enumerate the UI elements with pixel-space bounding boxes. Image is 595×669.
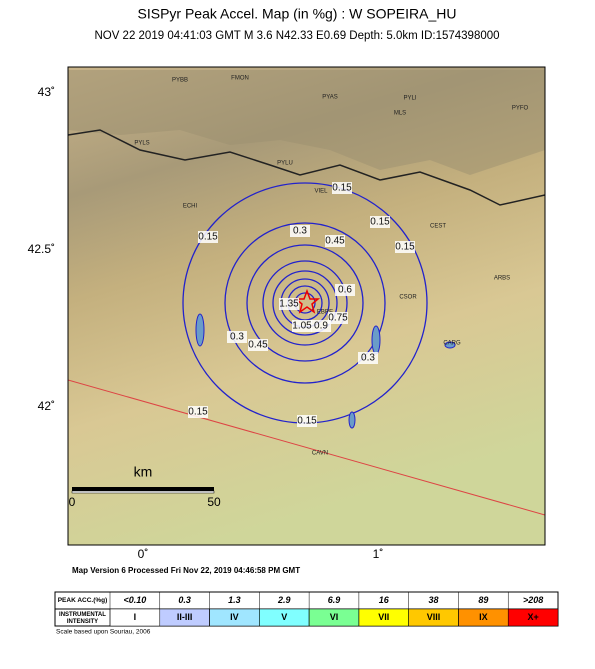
- scale-unit: km: [134, 464, 153, 480]
- contour-label: 0.3: [293, 226, 307, 237]
- contour-label: 0.15: [297, 416, 317, 427]
- contour-label: 0.75: [328, 313, 348, 324]
- station-label: ECHI: [183, 204, 198, 210]
- contour-label: 1.35: [279, 299, 299, 310]
- contour-label: 0.45: [248, 340, 268, 351]
- contour-label-bg: [325, 235, 345, 247]
- pga-value: 0.3: [178, 595, 191, 605]
- pga-value: 38: [429, 595, 439, 605]
- border: [68, 129, 545, 206]
- lon-label: 1˚: [373, 547, 384, 561]
- scale-start: 0: [69, 495, 76, 509]
- intensity-value: V: [281, 612, 287, 622]
- subtitle: NOV 22 2019 04:41:03 GMT M 3.6 N42.33 E0…: [94, 30, 499, 42]
- station-label: EBRE: [317, 310, 333, 316]
- contour-label: 1.05: [292, 321, 312, 332]
- credit: Scale based upon Souriau, 2006: [56, 629, 151, 636]
- contour-label-bg: [297, 415, 317, 427]
- contour-label-bg: [370, 216, 390, 228]
- legend: PEAK ACC.(%g) INSTRUMENTAL INTENSITY <0.10 I…: [54, 591, 559, 627]
- intensity-value: VII: [378, 612, 389, 622]
- station-label: PYFO: [512, 106, 529, 112]
- station-label: FMON: [231, 76, 249, 82]
- contour-label-bg: [188, 406, 208, 418]
- station-label: CSOR: [399, 295, 417, 301]
- pga-value: 2.9: [277, 595, 291, 605]
- station-label: PYLU: [277, 161, 293, 167]
- lat-label: 43˚: [38, 85, 55, 99]
- contour-labels: 0.15 0.15 0.15 0.15 0.15 0.15 0.3 0.3 0.3 0.45 0.4…: [188, 182, 415, 427]
- lon-label: 0˚: [138, 547, 149, 561]
- stations: PYBB FMON PYAS PYLI MLS PYFO PYLS PYLU VIEL ECHI C…: [134, 76, 528, 457]
- scale-bar: km 0 50: [69, 464, 221, 509]
- pga-value: 16: [379, 595, 390, 605]
- contour-label-bg: [395, 241, 415, 253]
- station-label: VIEL: [314, 189, 328, 195]
- contour-label-bg: [248, 339, 268, 351]
- contour-label-bg: [279, 298, 299, 310]
- title: SISPyr Peak Accel. Map (in %g) : W SOPEI…: [138, 6, 457, 22]
- contour-label-bg: [311, 320, 331, 332]
- lat-label: 42.5˚: [28, 242, 55, 256]
- legend-label: PEAK ACC.(%g): [58, 597, 108, 604]
- contour-label: 0.6: [338, 285, 352, 296]
- contour-label-bg: [358, 352, 378, 364]
- intensity-value: II-III: [177, 612, 193, 622]
- intensity-value: VI: [330, 612, 339, 622]
- station-label: PYAS: [322, 95, 338, 101]
- contour-label: 0.15: [332, 183, 352, 194]
- contour-label-bg: [332, 182, 352, 194]
- contour-label: 0.15: [188, 407, 208, 418]
- contour-label-bg: [328, 312, 348, 324]
- contour-label: 0.3: [361, 353, 375, 364]
- scale-end: 50: [207, 495, 221, 509]
- contour-label-bg: [292, 320, 312, 332]
- intensity-value: VIII: [427, 612, 441, 622]
- lat-label: 42˚: [38, 399, 55, 413]
- station-label: MLS: [394, 111, 406, 117]
- intensity-value: IX: [479, 612, 488, 622]
- station-label: PYLS: [134, 141, 149, 147]
- fault-line: [68, 379, 545, 516]
- contour-label: 0.45: [325, 236, 345, 247]
- contour-label: 0.15: [370, 217, 390, 228]
- contours: [182, 182, 428, 424]
- contour-label: 0.15: [395, 242, 415, 253]
- pga-value: 89: [478, 595, 488, 605]
- pga-value: 1.3: [228, 595, 241, 605]
- station-label: CAVN: [312, 451, 328, 457]
- map-area: PYBB FMON PYAS PYLI MLS PYFO PYLS PYLU VIEL ECHI C…: [68, 67, 545, 545]
- legend-label: INSTRUMENTAL INTENSITY: [59, 612, 106, 625]
- station-label: PYLI: [403, 96, 416, 102]
- station-label: CEST: [430, 224, 446, 230]
- intensity-value: I: [134, 612, 137, 622]
- version: Map Version 6 Processed Fri Nov 22, 2019…: [72, 566, 300, 575]
- contour-label-bg: [227, 331, 247, 343]
- intensity-value: X+: [527, 612, 538, 622]
- mountain-zone: [68, 70, 545, 175]
- contour-label-bg: [335, 284, 355, 296]
- contour-label-bg: [290, 225, 310, 237]
- pga-value: >208: [523, 595, 543, 605]
- contour-label: 0.3: [230, 332, 244, 343]
- intensity-value: IV: [230, 612, 239, 622]
- pga-value: <0.10: [123, 595, 146, 605]
- contour-label: 0.9: [314, 321, 328, 332]
- station-label: ARBS: [494, 276, 510, 282]
- contour-label-bg: [198, 231, 218, 243]
- contour-label: 0.15: [198, 232, 218, 243]
- pga-value: 6.9: [328, 595, 341, 605]
- station-label: PYBB: [172, 78, 188, 84]
- map-frame: [67, 66, 546, 546]
- station-label: CARG: [443, 341, 461, 347]
